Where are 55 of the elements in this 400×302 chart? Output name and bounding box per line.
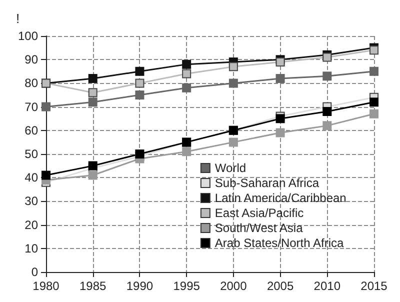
point bbox=[228, 78, 238, 88]
point bbox=[88, 74, 98, 83]
legend-label: East Asia/Pacific bbox=[214, 206, 304, 220]
point bbox=[42, 170, 50, 180]
point bbox=[322, 72, 332, 81]
x-tick-label: 2010 bbox=[314, 279, 341, 293]
point bbox=[182, 147, 192, 156]
y-tick-label: 0 bbox=[31, 265, 38, 279]
x-tick-label: 1980 bbox=[32, 279, 60, 293]
point bbox=[228, 62, 238, 72]
point bbox=[276, 128, 285, 138]
y-tick-label: 40 bbox=[24, 170, 38, 185]
legend-label: World bbox=[214, 161, 246, 175]
y-tick-label: 100 bbox=[18, 29, 38, 43]
legend-label: Sub-Saharan Africa bbox=[214, 176, 320, 190]
y-tick-label: 30 bbox=[24, 194, 38, 208]
y-tick-label: 60 bbox=[24, 123, 38, 138]
point bbox=[182, 60, 192, 69]
x-tick-label: 2000 bbox=[220, 279, 248, 293]
x-tick-label: 1995 bbox=[173, 279, 200, 293]
y-tick-label: 10 bbox=[24, 241, 38, 256]
point bbox=[322, 107, 332, 116]
point bbox=[228, 138, 238, 147]
point bbox=[135, 66, 144, 76]
point bbox=[370, 98, 378, 107]
y-tick-label: 50 bbox=[24, 147, 38, 161]
y-tick-label: 90 bbox=[24, 52, 38, 67]
y-axis-title: ! bbox=[16, 11, 20, 26]
point bbox=[182, 69, 192, 78]
point bbox=[276, 74, 285, 83]
point bbox=[88, 88, 98, 98]
x-tick-label: 2005 bbox=[266, 279, 294, 293]
point bbox=[88, 170, 98, 180]
point bbox=[276, 114, 285, 124]
point bbox=[322, 52, 332, 62]
point bbox=[88, 161, 98, 170]
x-tick-label: 2015 bbox=[360, 279, 388, 293]
legend-label: Arab States/North Africa bbox=[214, 236, 344, 250]
point bbox=[135, 150, 144, 158]
x-tick-label: 1985 bbox=[80, 279, 107, 293]
y-tick-label: 20 bbox=[24, 218, 38, 232]
legend-label: South/West Asia bbox=[214, 221, 304, 235]
y-tick-label: 80 bbox=[24, 76, 38, 90]
y-tick-label: 70 bbox=[24, 100, 38, 114]
point bbox=[370, 66, 378, 76]
x-tick-label: 1990 bbox=[126, 279, 154, 293]
point bbox=[135, 90, 144, 100]
legend-label: Latin America/Caribbean bbox=[214, 191, 346, 205]
point bbox=[88, 98, 98, 107]
point bbox=[135, 78, 144, 88]
point bbox=[322, 121, 332, 130]
point bbox=[370, 46, 378, 55]
point bbox=[182, 83, 192, 92]
point bbox=[42, 102, 50, 112]
point bbox=[370, 109, 378, 118]
